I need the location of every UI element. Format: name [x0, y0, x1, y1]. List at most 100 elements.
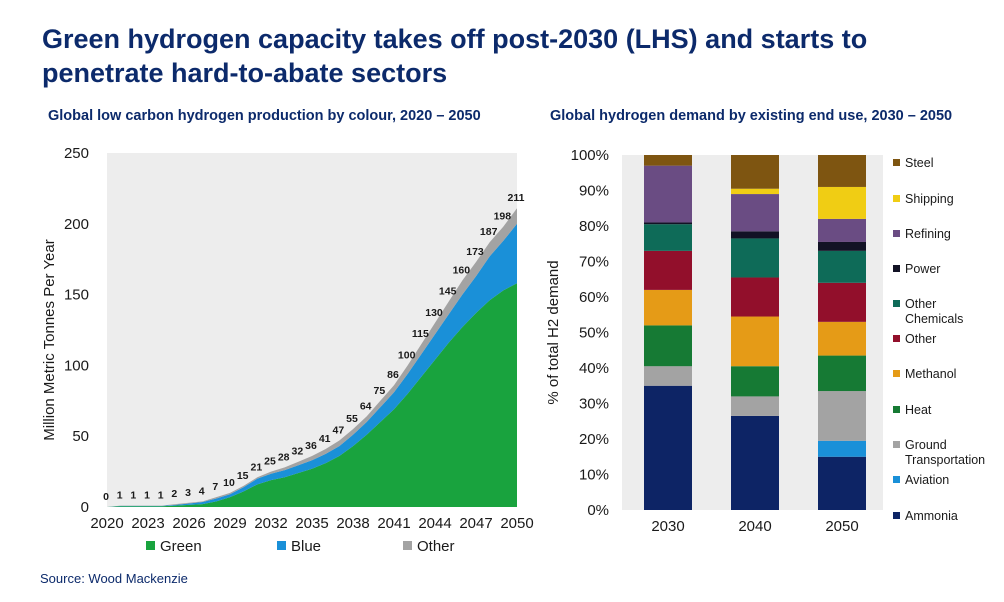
bar-segment-steel-2050	[818, 155, 866, 187]
right-y-tick: 100%	[571, 147, 609, 164]
right-y-tick: 10%	[579, 467, 609, 484]
legend-swatch-aviation	[893, 476, 900, 483]
bar-segment-other-2040	[731, 277, 779, 317]
bar-segment-methanol-2030	[644, 289, 692, 326]
bar-segment-heat-2040	[731, 366, 779, 397]
total-label: 1	[130, 490, 136, 502]
total-label: 2	[171, 488, 177, 500]
total-label: 187	[480, 226, 498, 238]
total-label: 75	[373, 385, 385, 397]
legend-label-blue: Blue	[291, 538, 321, 555]
legend-swatch-ammonia	[893, 512, 900, 519]
total-label: 1	[144, 490, 150, 502]
total-label: 130	[425, 307, 443, 319]
total-label: 100	[398, 349, 416, 361]
legend-label-other-chemicals: Other	[905, 297, 936, 311]
bar-segment-ammonia-2050	[818, 456, 866, 510]
bar-segment-ammonia-2030	[644, 385, 692, 510]
bar-segment-refining-2030	[644, 165, 692, 223]
legend-swatch-other	[893, 335, 900, 342]
total-label: 15	[237, 470, 249, 482]
right-y-tick: 90%	[579, 183, 609, 200]
right-y-tick: 40%	[579, 360, 609, 377]
legend-swatch-other-chemicals	[893, 300, 900, 307]
bar-segment-aviation-2050	[818, 440, 866, 457]
total-label: 173	[466, 246, 484, 258]
legend-label-aviation: Aviation	[905, 473, 949, 487]
left-x-tick: 2020	[90, 515, 123, 532]
legend-swatch-heat	[893, 406, 900, 413]
total-label: 64	[360, 400, 372, 412]
legend-swatch-power	[893, 265, 900, 272]
area-series-green	[107, 283, 517, 507]
legend-label-shipping: Shipping	[905, 192, 954, 206]
total-label: 4	[199, 485, 205, 497]
legend-swatch-steel	[893, 159, 900, 166]
total-label: 1	[158, 490, 164, 502]
legend-label-ammonia: Ammonia	[905, 509, 958, 523]
left-x-tick: 2047	[459, 515, 492, 532]
total-label: 145	[439, 286, 457, 298]
right-y-tick: 70%	[579, 254, 609, 271]
right-chart-title: Global hydrogen demand by existing end u…	[550, 108, 953, 124]
right-y-tick: 20%	[579, 431, 609, 448]
left-y-tick: 50	[72, 428, 89, 445]
bar-segment-power-2050	[818, 241, 866, 251]
right-y-tick: 60%	[579, 289, 609, 306]
legend-label-other-chemicals-line2: Chemicals	[905, 312, 963, 326]
total-label: 55	[346, 413, 358, 425]
total-label: 25	[264, 456, 276, 468]
right-y-tick: 30%	[579, 396, 609, 413]
bar-segment-steel-2040	[731, 155, 779, 189]
left-y-tick: 200	[64, 216, 89, 233]
bar-segment-power-2030	[644, 222, 692, 225]
legend-swatch-ground-transportation	[893, 441, 900, 448]
left-x-tick: 2032	[254, 515, 287, 532]
total-label: 7	[212, 481, 218, 493]
legend-label-green: Green	[160, 538, 202, 555]
bar-segment-heat-2030	[644, 325, 692, 367]
bar-segment-heat-2050	[818, 355, 866, 392]
bar-segment-other-chemicals-2040	[731, 238, 779, 278]
legend-label-power: Power	[905, 262, 940, 276]
legend-swatch-blue	[277, 541, 286, 550]
bar-segment-ground-transportation-2030	[644, 366, 692, 386]
left-x-tick: 2026	[172, 515, 205, 532]
bar-segment-methanol-2040	[731, 316, 779, 367]
left-x-tick: 2023	[131, 515, 164, 532]
left-x-tick: 2038	[336, 515, 369, 532]
legend-label-ground-transportation-line2: Transportation	[905, 453, 985, 467]
right-x-tick: 2050	[825, 518, 858, 535]
legend-label-heat: Heat	[905, 403, 932, 417]
legend-label-steel: Steel	[905, 156, 934, 170]
total-label: 86	[387, 369, 399, 381]
legend-label-other: Other	[905, 332, 936, 346]
total-label: 28	[278, 451, 290, 463]
right-x-tick: 2030	[651, 518, 684, 535]
page-title: Green hydrogen capacity takes off post-2…	[42, 24, 868, 88]
total-label: 47	[332, 424, 344, 436]
left-y-tick: 250	[64, 145, 89, 162]
left-x-tick: 2035	[295, 515, 328, 532]
total-label: 1	[117, 490, 123, 502]
total-label: 198	[494, 211, 512, 223]
bar-segment-other-2050	[818, 282, 866, 322]
legend-swatch-refining	[893, 230, 900, 237]
bar-segment-shipping-2040	[731, 188, 779, 195]
legend-label-methanol: Methanol	[905, 367, 956, 381]
total-label: 32	[291, 446, 303, 458]
legend-swatch-other	[403, 541, 412, 550]
source-note: Source: Wood Mackenzie	[40, 571, 188, 586]
legend-label-other: Other	[417, 538, 455, 555]
left-x-tick: 2050	[500, 515, 533, 532]
bar-segment-ground-transportation-2040	[731, 396, 779, 416]
bar-segment-other-2030	[644, 250, 692, 290]
bar-segment-other-chemicals-2030	[644, 224, 692, 251]
legend-swatch-methanol	[893, 370, 900, 377]
left-y-tick: 100	[64, 357, 89, 374]
bar-segment-refining-2040	[731, 194, 779, 232]
right-y-axis-label: % of total H2 demand	[545, 260, 562, 404]
bar-segment-ammonia-2040	[731, 415, 779, 510]
